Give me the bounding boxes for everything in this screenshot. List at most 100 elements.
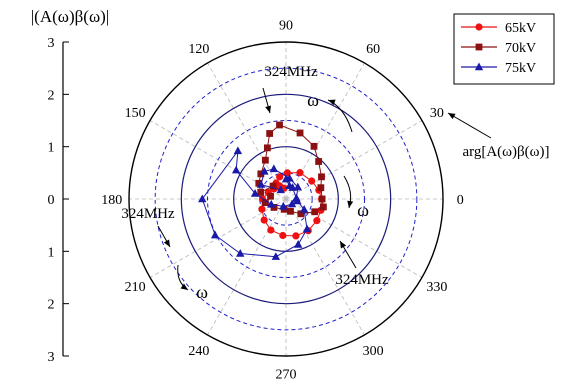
grid-circle-minor (207, 120, 365, 278)
series-layer (198, 121, 327, 260)
data-point (281, 174, 291, 183)
data-point (293, 239, 303, 248)
arrowhead (180, 283, 188, 290)
data-point (296, 169, 304, 177)
data-point (233, 146, 243, 155)
data-point (271, 252, 281, 260)
outer-circle (128, 41, 444, 357)
legend-box (453, 13, 555, 85)
grid-spoke (285, 198, 423, 278)
omega-bottom-left: ω (196, 282, 208, 302)
angle-axis-label: arg[A(ω)β(ω)] (462, 144, 549, 160)
data-point (318, 173, 325, 181)
data-point (276, 185, 285, 194)
data-point (256, 180, 266, 188)
data-point (318, 195, 326, 203)
radial-tick-label: 3 (48, 36, 55, 51)
angle-tick-label: 150 (125, 106, 146, 121)
arrowhead (340, 241, 347, 249)
series-75kV (198, 146, 312, 260)
data-point (293, 182, 303, 191)
data-point (267, 199, 276, 208)
radial-tick-label: 1 (48, 245, 55, 260)
data-point (279, 231, 287, 240)
data-point (285, 181, 294, 190)
angle-tick-label: 120 (188, 42, 209, 57)
radial-tick-label: 1 (48, 141, 55, 156)
arrow-angle-label-line (447, 112, 492, 139)
data-point (299, 204, 309, 213)
data-point (250, 189, 260, 197)
data-point (296, 129, 304, 137)
legend-label: 75kV (505, 61, 536, 76)
legend-label: 70kV (505, 41, 536, 56)
angle-tick-labels: 0 30 60 90 120 150 180 210 240 270 300 330 (101, 19, 464, 383)
grid-circle-major (180, 93, 392, 305)
legend-marker (475, 23, 483, 31)
data-point (260, 166, 269, 175)
data-point (267, 192, 274, 200)
arrowhead (347, 200, 354, 208)
arrowhead (328, 99, 336, 106)
angle-tick-label: 270 (276, 367, 297, 382)
data-point (257, 188, 265, 196)
angle-tick-label: 0 (457, 193, 464, 208)
y-axis-label: |(A(ω)β(ω)| (31, 7, 109, 26)
radial-tick-label: 2 (48, 88, 55, 103)
data-point (267, 226, 275, 234)
arrowhead (163, 239, 170, 247)
ann-324-top: 324MHz (264, 64, 318, 80)
data-point (313, 217, 321, 225)
data-point (269, 164, 279, 173)
data-point (315, 158, 323, 165)
data-point (287, 199, 297, 208)
radial-tick-label: 3 (48, 350, 55, 365)
data-point (266, 130, 274, 137)
data-point (269, 182, 277, 190)
arrowhead (265, 105, 271, 113)
data-point (231, 165, 241, 174)
data-point (317, 184, 325, 192)
grid-spoke (285, 198, 365, 336)
arrow-angle-label (447, 112, 492, 139)
omega-right: ω (357, 200, 369, 220)
data-point (198, 194, 207, 203)
legend: 65kV 70kV 75kV (453, 13, 555, 85)
data-point (261, 156, 269, 164)
annotations-layer: 324MHz 324MHz 324MHz ω ω ω (121, 64, 492, 302)
data-point (258, 205, 266, 213)
legend-marker (474, 62, 484, 71)
data-point (292, 232, 300, 240)
angle-tick-label: 180 (101, 193, 122, 208)
radial-axis-left: 3 2 1 0 1 2 3 (48, 36, 69, 365)
data-point (302, 224, 312, 233)
data-point (263, 144, 271, 152)
grid-spoke (285, 62, 365, 200)
data-point (308, 177, 316, 185)
data-point (311, 208, 319, 216)
angle-tick-label: 330 (426, 280, 447, 295)
data-point (297, 210, 305, 218)
legend-marker (475, 43, 483, 51)
data-point (279, 201, 288, 210)
legend-label: 65kV (505, 21, 536, 36)
radial-tick-label: 0 (48, 193, 55, 208)
angle-tick-label: 210 (125, 280, 146, 295)
ann-324-left: 324MHz (121, 206, 175, 222)
ann-324-right: 324MHz (335, 272, 389, 288)
data-point (287, 207, 294, 215)
data-point (310, 142, 318, 150)
angle-tick-label: 240 (188, 344, 209, 359)
data-point (293, 196, 302, 205)
data-point (255, 179, 263, 187)
omega-top: ω (307, 90, 319, 110)
arrowhead (448, 113, 456, 120)
angle-tick-label: 30 (430, 106, 444, 121)
grid-spoke (207, 62, 287, 200)
radial-tick-label: 2 (48, 298, 55, 313)
data-point (260, 216, 268, 224)
angle-tick-label: 60 (366, 42, 380, 57)
data-point (276, 173, 284, 181)
polar-grid (128, 41, 444, 357)
